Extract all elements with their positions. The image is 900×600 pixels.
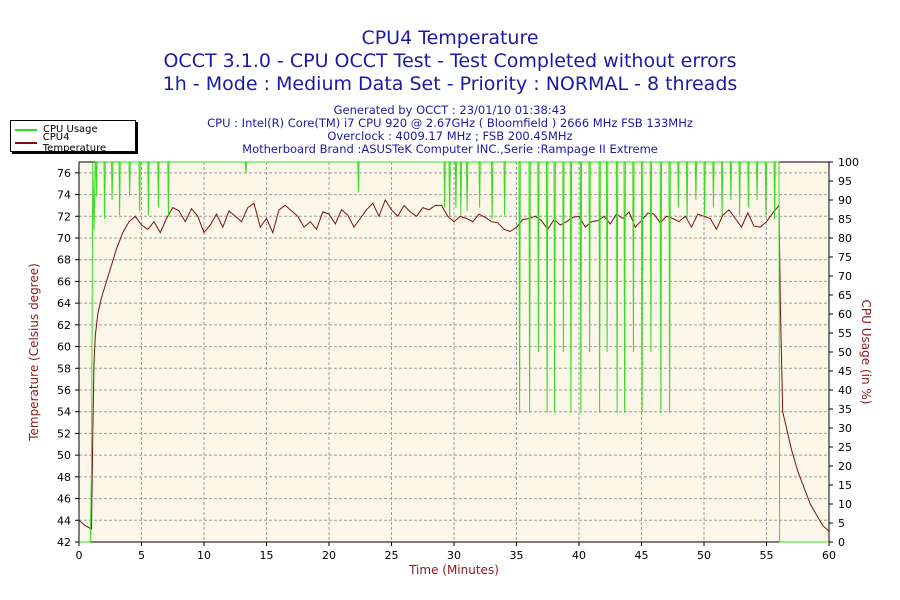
y2-tick-label: 50 bbox=[838, 346, 852, 359]
y-tick-label: 46 bbox=[57, 493, 71, 506]
series-line-cpu-usage bbox=[79, 161, 829, 543]
y-tick-label: 56 bbox=[57, 384, 71, 397]
x-tick-label: 20 bbox=[322, 549, 336, 562]
motherboard-info: Motherboard Brand :ASUSTeK Computer INC.… bbox=[242, 142, 658, 156]
y-tick-label: 70 bbox=[57, 232, 71, 245]
y2-tick-label: 60 bbox=[838, 308, 852, 321]
generated-info: Generated by OCCT : 23/01/10 01:38:43 bbox=[333, 103, 567, 117]
x-tick-label: 55 bbox=[760, 549, 774, 562]
chart-subtitle-test: OCCT 3.1.0 - CPU OCCT Test - Test Comple… bbox=[163, 50, 737, 72]
y2-tick-label: 30 bbox=[838, 422, 852, 435]
y2-tick-label: 25 bbox=[838, 441, 852, 454]
x-tick-label: 50 bbox=[697, 549, 711, 562]
y-tick-label: 76 bbox=[57, 167, 71, 180]
y-tick-label: 64 bbox=[57, 297, 71, 310]
cpu-info: CPU : Intel(R) Core(TM) i7 CPU 920 @ 2.6… bbox=[207, 116, 693, 130]
y-tick-label: 68 bbox=[57, 254, 71, 267]
y2-tick-label: 90 bbox=[838, 194, 852, 207]
legend-item-cpu-usage: CPU Usage bbox=[15, 123, 98, 136]
legend-item-temperature: CPU4 Temperature bbox=[15, 132, 135, 154]
y-tick-label: 48 bbox=[57, 471, 71, 484]
y-tick-label: 42 bbox=[57, 536, 71, 549]
y2-tick-label: 95 bbox=[838, 175, 852, 188]
y2-tick-label: 85 bbox=[838, 213, 852, 226]
y-tick-label: 54 bbox=[57, 406, 71, 419]
legend-swatch-cpu-usage bbox=[15, 128, 37, 131]
y-tick-label: 50 bbox=[57, 449, 71, 462]
y2-tick-label: 55 bbox=[838, 327, 852, 340]
series-line-temperature bbox=[78, 198, 830, 532]
x-tick-label: 25 bbox=[385, 549, 399, 562]
y2-tick-label: 80 bbox=[838, 232, 852, 245]
y-tick-label: 72 bbox=[57, 210, 71, 223]
x-axis-label: Time (Minutes) bbox=[408, 563, 499, 577]
x-tick-label: 0 bbox=[76, 549, 83, 562]
y2-tick-label: 35 bbox=[838, 403, 852, 416]
y-tick-label: 62 bbox=[57, 319, 71, 332]
y2-tick-label: 0 bbox=[838, 536, 845, 549]
y-axis-label: Temperature (Celsius degree) bbox=[27, 263, 41, 442]
legend-label-temperature: CPU4 Temperature bbox=[42, 131, 107, 154]
y2-tick-label: 70 bbox=[838, 270, 852, 283]
x-tick-label: 35 bbox=[510, 549, 524, 562]
y-tick-label: 52 bbox=[57, 427, 71, 440]
y-tick-label: 58 bbox=[57, 362, 71, 375]
x-tick-label: 45 bbox=[635, 549, 649, 562]
y2-tick-label: 65 bbox=[838, 289, 852, 302]
y2-axis-label: CPU Usage (in %) bbox=[859, 300, 873, 405]
legend: CPU Usage CPU4 Temperature bbox=[10, 120, 136, 154]
chart-subtitle-mode: 1h - Mode : Medium Data Set - Priority :… bbox=[162, 73, 738, 95]
y2-tick-label: 45 bbox=[838, 365, 852, 378]
y-tick-label: 44 bbox=[57, 514, 71, 527]
x-tick-label: 5 bbox=[138, 549, 145, 562]
y-tick-label: 60 bbox=[57, 341, 71, 354]
y2-tick-label: 15 bbox=[838, 479, 852, 492]
y2-tick-label: 5 bbox=[838, 517, 845, 530]
x-tick-label: 40 bbox=[572, 549, 586, 562]
chart-title: CPU4 Temperature bbox=[361, 27, 539, 49]
legend-label-cpu-usage: CPU Usage bbox=[43, 124, 98, 135]
y-tick-label: 74 bbox=[57, 189, 71, 202]
y-tick-label: 66 bbox=[57, 275, 71, 288]
x-tick-label: 30 bbox=[447, 549, 461, 562]
x-tick-label: 10 bbox=[197, 549, 211, 562]
legend-swatch-temperature bbox=[15, 141, 37, 144]
y2-tick-label: 100 bbox=[838, 156, 859, 169]
x-tick-label: 15 bbox=[260, 549, 274, 562]
overclock-info: Overclock : 4009.17 MHz ; FSB 200.45MHz bbox=[327, 129, 573, 143]
y2-tick-label: 20 bbox=[838, 460, 852, 473]
y2-tick-label: 10 bbox=[838, 498, 852, 511]
y2-tick-label: 40 bbox=[838, 384, 852, 397]
y2-tick-label: 75 bbox=[838, 251, 852, 264]
x-tick-label: 60 bbox=[822, 549, 836, 562]
